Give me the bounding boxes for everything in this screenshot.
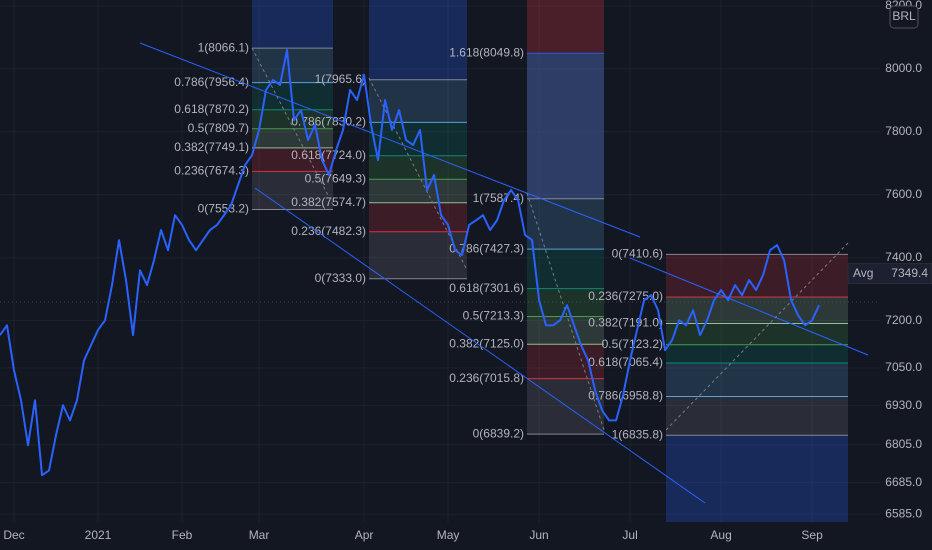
fib-label: 1(6835.8) xyxy=(612,427,663,441)
fib-band xyxy=(252,109,333,129)
channel-line xyxy=(254,187,706,504)
x-tick-label: Mar xyxy=(249,528,270,542)
avg-value: 7349.4 xyxy=(891,266,928,280)
fib-label: 1.618(8049.8) xyxy=(449,45,524,59)
trend-line xyxy=(665,242,849,431)
fib-label: 1(8066.1) xyxy=(198,40,249,54)
fib-zone xyxy=(527,0,604,54)
fib-band xyxy=(666,254,848,298)
fib-label: 0.382(7125.0) xyxy=(449,336,524,350)
fib-label: 1(7965.6) xyxy=(315,72,366,86)
fib-label: 0.5(7213.3) xyxy=(463,309,524,323)
fib-label: 0.5(7123.2) xyxy=(602,337,663,351)
fib-band xyxy=(527,53,604,199)
fib-label: 0.382(7749.1) xyxy=(174,140,249,154)
y-tick-label: 6585.0 xyxy=(885,506,922,520)
y-tick-label: 6685.0 xyxy=(885,475,922,489)
y-tick-label: 6930.0 xyxy=(885,398,922,412)
fib-band xyxy=(369,202,467,232)
fib-zone xyxy=(369,0,467,80)
fib-band xyxy=(666,396,848,436)
avg-badge xyxy=(847,263,932,285)
x-tick-label: Aug xyxy=(710,528,731,542)
y-tick-label: 7600.0 xyxy=(885,187,922,201)
fib-label: 1(7587.4) xyxy=(473,191,524,205)
fib-tools: 1(8066.1) 0.786(7956.4) 0.618(7870.2) 0.5(7… xyxy=(174,0,848,522)
fib-label: 0(6839.2) xyxy=(473,426,524,440)
price-line xyxy=(0,49,821,477)
x-tick-label: Apr xyxy=(355,528,374,542)
fib-label: 0.786(6958.8) xyxy=(588,389,663,403)
fib-label: 0.786(7427.3) xyxy=(449,241,524,255)
fib-label: 0.786(7956.4) xyxy=(174,75,249,89)
fib-band xyxy=(252,48,333,83)
fib-label: 0(7410.6) xyxy=(612,247,663,261)
fib-label: 0.5(7809.7) xyxy=(188,121,249,135)
y-tick-label: 6805.0 xyxy=(885,437,922,451)
axes: 6585.0 6685.0 6805.0 6930.0 7050.0 7200.0 7400… xyxy=(3,0,932,542)
fib-label: 0.618(7870.2) xyxy=(174,102,249,116)
fib-band xyxy=(527,198,604,250)
fib-label: 0.618(7065.4) xyxy=(588,355,663,369)
fib-zone xyxy=(252,0,333,49)
x-tick-label: Sep xyxy=(801,528,823,542)
fib-label: 0.236(7674.3) xyxy=(174,164,249,178)
fib-label: 0.382(7574.7) xyxy=(291,195,366,209)
fib-band xyxy=(527,249,604,289)
fib-label: 0(7333.0) xyxy=(315,271,366,285)
y-tick-label: 7050.0 xyxy=(885,360,922,374)
fib-band xyxy=(666,344,848,363)
fib-band xyxy=(369,122,467,156)
fib-zone xyxy=(527,53,604,199)
fib-band xyxy=(252,171,333,210)
currency-label: BRL xyxy=(892,9,916,23)
fib-band xyxy=(369,179,467,203)
fib-label: 0.236(7482.3) xyxy=(291,224,366,238)
fib-band xyxy=(252,128,333,148)
x-tick-label: Jul xyxy=(622,528,637,542)
fib-label: 0.382(7191.0) xyxy=(588,316,663,330)
fib-label: 0.5(7649.3) xyxy=(305,171,366,185)
fib-label: 0.618(7724.0) xyxy=(291,148,366,162)
fib-band xyxy=(369,155,467,180)
x-tick-label: 2021 xyxy=(85,528,112,542)
y-tick-label: 8000.0 xyxy=(885,61,922,75)
avg-label: Avg xyxy=(853,266,873,280)
fib-label: 0.786(7830.2) xyxy=(291,115,366,129)
fib-label: 0.618(7301.6) xyxy=(449,281,524,295)
fib-band xyxy=(666,362,848,397)
currency-badge xyxy=(889,5,919,29)
fib-zone xyxy=(666,435,848,522)
fib-band xyxy=(369,231,467,279)
channel-line xyxy=(139,42,641,238)
fib-band xyxy=(666,323,848,345)
plot xyxy=(0,49,821,477)
channel-line xyxy=(629,257,869,356)
x-tick-label: May xyxy=(437,528,460,542)
y-tick-label: 7800.0 xyxy=(885,124,922,138)
fib-label: 0.236(7015.8) xyxy=(449,371,524,385)
x-tick-label: Dec xyxy=(3,528,24,542)
fib-label: 0(7553.2) xyxy=(198,202,249,216)
x-tick-label: Feb xyxy=(172,528,193,542)
x-tick-label: Jun xyxy=(529,528,548,542)
drawings xyxy=(0,42,880,504)
fib-band xyxy=(527,316,604,345)
y-tick-label: 7200.0 xyxy=(885,313,922,327)
y-tick-label: 7400.0 xyxy=(885,250,922,264)
